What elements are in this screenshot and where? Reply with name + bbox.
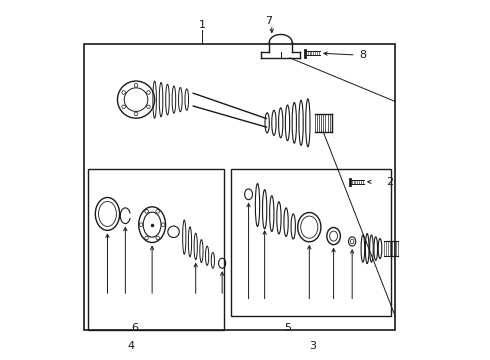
Text: 8: 8: [359, 50, 367, 60]
Text: 4: 4: [127, 341, 134, 351]
Text: 1: 1: [198, 19, 206, 30]
Bar: [88, 169, 223, 330]
Bar: [231, 169, 392, 316]
Text: 2: 2: [386, 177, 393, 187]
Bar: [84, 44, 395, 330]
Text: 7: 7: [265, 16, 272, 26]
Text: 5: 5: [284, 323, 292, 333]
Text: 3: 3: [309, 341, 317, 351]
Text: 6: 6: [131, 323, 138, 333]
